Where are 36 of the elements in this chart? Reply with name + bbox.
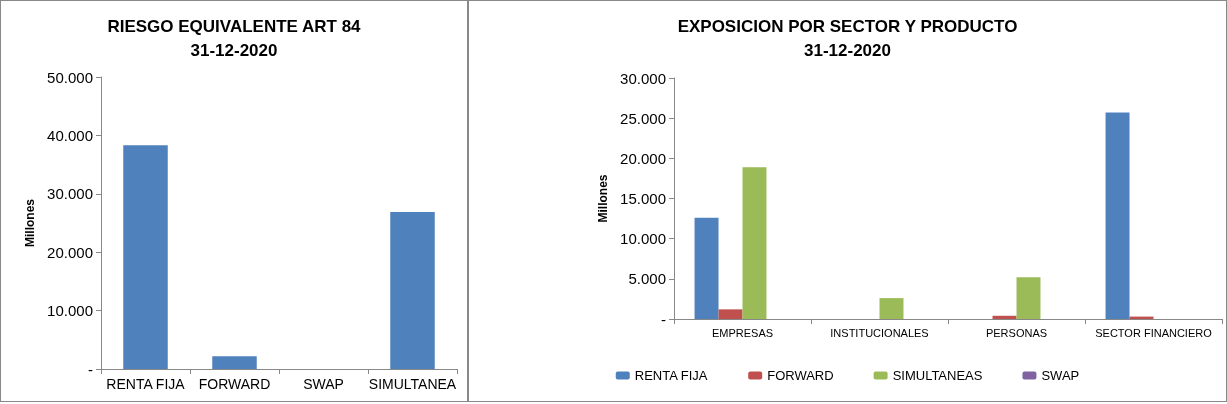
bar: [390, 211, 435, 369]
bar: [123, 145, 168, 369]
y-axis-title: Millones: [596, 174, 611, 223]
y-tick-label: 25.000: [620, 109, 666, 127]
bar: [992, 315, 1017, 319]
x-tick-label: FORWARD: [198, 376, 271, 392]
y-tick-label: -: [661, 310, 666, 328]
x-tick-label: SWAP: [303, 376, 344, 392]
bar: [1105, 112, 1130, 319]
y-tick-label: 10.000: [47, 302, 93, 320]
y-tick-label: 10.000: [620, 230, 666, 248]
bar: [742, 167, 767, 319]
bar: [1016, 277, 1041, 319]
x-tick-label: INSTITUCIONALES: [830, 326, 929, 339]
y-tick-label: 5.000: [628, 270, 666, 288]
y-tick-label: 30.000: [47, 185, 93, 203]
bar: [718, 309, 743, 319]
x-tick-label: PERSONAS: [985, 326, 1048, 339]
x-tick-label: SIMULTANEA: [368, 376, 457, 392]
y-tick-label: -: [88, 360, 93, 378]
y-axis-title: Millones: [23, 198, 38, 248]
bar: [879, 298, 904, 319]
bar: [212, 356, 257, 369]
y-tick-label: 30.000: [620, 69, 666, 87]
x-tick-label: EMPRESAS: [711, 326, 774, 339]
y-tick-label: 15.000: [620, 190, 666, 207]
y-tick-label: 20.000: [620, 149, 666, 167]
y-tick-label: 50.000: [47, 68, 93, 86]
x-tick-label: RENTA FIJA: [106, 376, 186, 392]
chart-title: EXPOSICION POR SECTOR Y PRODUCTO 31-12-2020: [677, 16, 1018, 60]
y-tick-label: 20.000: [47, 243, 93, 261]
x-tick-label: SECTOR FINANCIERO: [1095, 326, 1213, 339]
y-tick-label: 40.000: [47, 126, 93, 144]
chart-title: RIESGO EQUIVALENTE ART 84 31-12-2020: [107, 16, 362, 60]
legend-label: SIMULTANEAS: [892, 368, 983, 383]
bar: [694, 217, 719, 319]
